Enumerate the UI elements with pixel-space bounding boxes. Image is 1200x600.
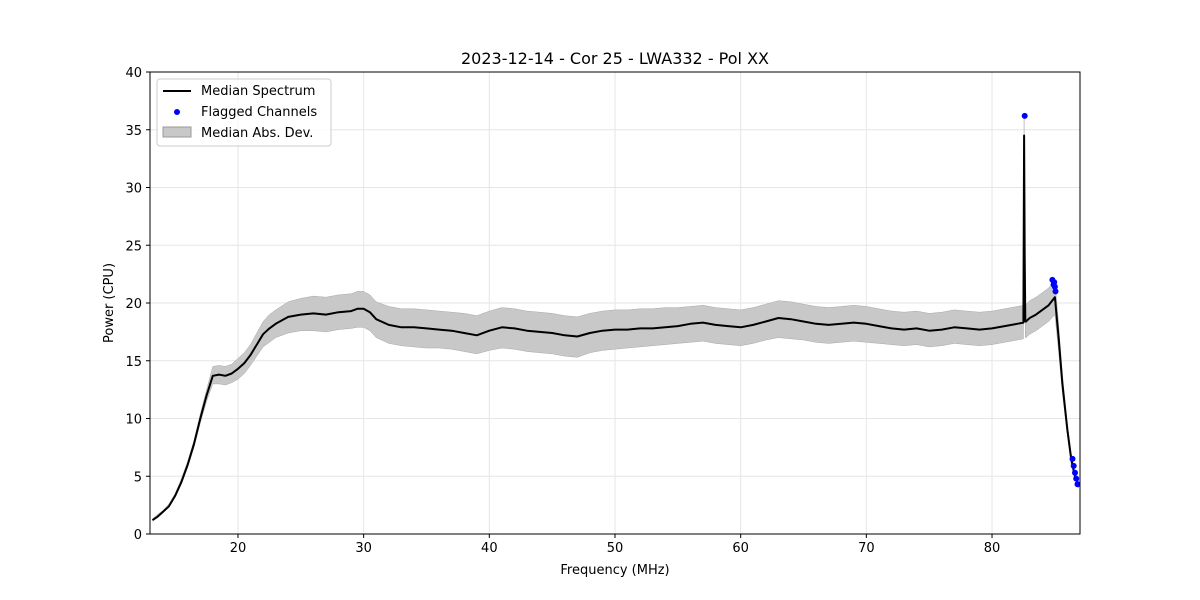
median-spectrum-line bbox=[151, 134, 1080, 521]
flagged-channels bbox=[1021, 112, 1081, 488]
y-tick-label: 25 bbox=[125, 239, 142, 254]
y-tick-label: 35 bbox=[125, 124, 142, 139]
legend: Median Spectrum Flagged Channels Median … bbox=[156, 78, 332, 147]
y-tick-label: 5 bbox=[134, 470, 142, 485]
flagged-channel-point bbox=[1051, 279, 1058, 286]
chart-title: 2023-12-14 - Cor 25 - LWA332 - Pol XX bbox=[461, 49, 769, 68]
legend-flagged-channels-swatch bbox=[174, 109, 180, 115]
flagged-channel-point bbox=[1051, 283, 1058, 290]
y-tick-label: 40 bbox=[125, 66, 142, 81]
y-tick-label: 30 bbox=[125, 182, 142, 197]
legend-flagged-channels-label: Flagged Channels bbox=[201, 105, 317, 120]
median-abs-dev-band bbox=[152, 118, 1079, 522]
flagged-channel-point bbox=[1073, 475, 1080, 482]
flagged-channel-point bbox=[1052, 288, 1059, 295]
x-tick-label: 80 bbox=[984, 541, 1001, 556]
legend-median-abs-dev-swatch bbox=[162, 126, 192, 138]
flagged-channel-point bbox=[1074, 481, 1081, 488]
flagged-channel-point bbox=[1072, 469, 1078, 476]
legend-median-spectrum-label: Median Spectrum bbox=[201, 84, 315, 99]
x-tick-label: 50 bbox=[607, 541, 624, 556]
y-tick-label: 15 bbox=[125, 355, 142, 370]
x-tick-label: 20 bbox=[230, 541, 247, 556]
x-tick-label: 40 bbox=[481, 541, 498, 556]
flagged-channel-point bbox=[1021, 112, 1028, 119]
legend-median-abs-dev-label: Median Abs. Dev. bbox=[201, 126, 313, 141]
flagged-channel-point bbox=[1069, 455, 1076, 462]
x-tick-label: 70 bbox=[858, 541, 875, 556]
legend-box bbox=[156, 78, 332, 147]
y-axis: 0 5 10 15 20 25 30 35 40 bbox=[125, 66, 150, 543]
x-axis-title: Frequency (MHz) bbox=[560, 563, 669, 578]
median-spectrum bbox=[151, 134, 1080, 521]
y-tick-label: 10 bbox=[125, 413, 142, 428]
y-tick-label: 0 bbox=[134, 528, 142, 543]
y-tick-label: 20 bbox=[125, 297, 142, 312]
x-axis: 20 30 40 50 60 70 80 bbox=[230, 534, 1001, 556]
mad-band-area bbox=[152, 118, 1079, 522]
x-tick-label: 30 bbox=[355, 541, 372, 556]
flagged-channel-point bbox=[1070, 462, 1077, 469]
x-tick-label: 60 bbox=[732, 541, 749, 556]
y-axis-title: Power (CPU) bbox=[102, 263, 117, 343]
